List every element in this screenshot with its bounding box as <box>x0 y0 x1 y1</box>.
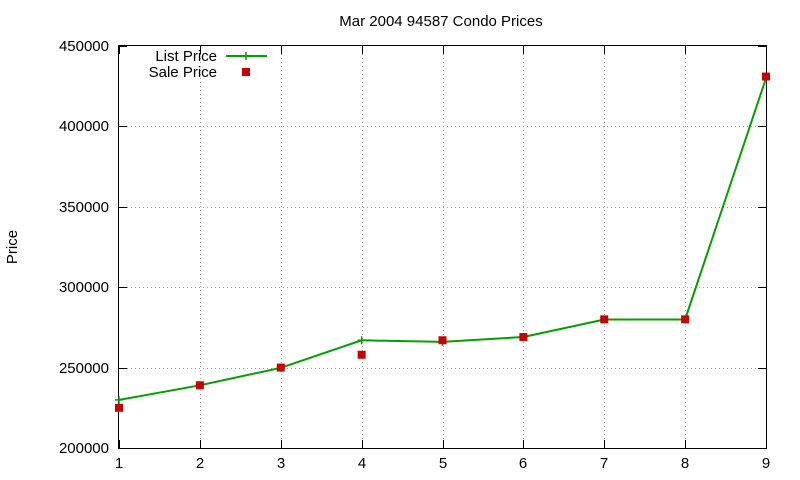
x-tick-label: 9 <box>762 455 770 472</box>
x-tick-label: 6 <box>519 455 527 472</box>
x-tick-label: 2 <box>196 455 204 472</box>
x-tick-label: 1 <box>115 455 123 472</box>
y-tick-label: 350000 <box>59 199 109 216</box>
legend-swatch-point <box>242 68 250 76</box>
sale-price-point <box>357 350 366 359</box>
legend-label: Sale Price <box>149 64 217 81</box>
sale-price-point <box>600 315 609 324</box>
grid <box>119 46 766 448</box>
sale-price-point <box>115 403 123 412</box>
x-tick-label: 8 <box>681 455 689 472</box>
sale-price-point <box>195 381 204 390</box>
x-tick-label: 5 <box>439 455 447 472</box>
series-list-price <box>115 74 770 404</box>
y-tick-label: 200000 <box>59 440 109 457</box>
legend-swatch-point <box>242 52 250 60</box>
x-tick-label: 4 <box>358 455 366 472</box>
y-tick-label: 400000 <box>59 118 109 135</box>
series-sale-price <box>115 72 770 412</box>
y-axis-label: Price <box>4 230 21 264</box>
plot-frame <box>118 45 767 449</box>
chart-title: Mar 2004 94587 Condo Prices <box>339 13 542 30</box>
series-layer <box>115 72 770 412</box>
x-tick-label: 7 <box>600 455 608 472</box>
x-tick-label: 3 <box>277 455 285 472</box>
y-tick-label: 250000 <box>59 360 109 377</box>
axis-ticks: 1 2 3 4 5 6 7 8 9 200000 250000 300000 350000 400000 4… <box>59 38 770 472</box>
y-tick-label: 300000 <box>59 279 109 296</box>
y-tick-label: 450000 <box>59 38 109 55</box>
sale-price-point <box>681 315 690 324</box>
sale-price-point <box>438 336 447 345</box>
list-price-point <box>357 336 366 345</box>
legend-label: List Price <box>155 48 217 65</box>
sale-price-point <box>276 363 285 372</box>
list-price-line <box>118 77 767 401</box>
list-price-point <box>115 395 123 404</box>
sale-price-point <box>519 333 528 342</box>
sale-price-point <box>762 72 770 81</box>
